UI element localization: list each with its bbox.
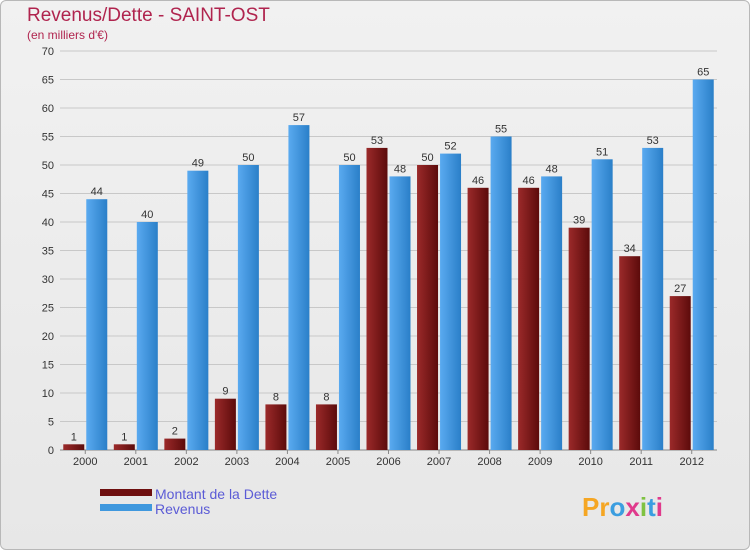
y-tick-label: 30 xyxy=(42,274,54,286)
y-tick-label: 25 xyxy=(42,303,54,315)
value-label-dette: 9 xyxy=(222,386,228,398)
x-tick-label: 2010 xyxy=(578,456,602,468)
chart-title: Revenus/Dette - SAINT-OST xyxy=(27,5,270,26)
y-tick-label: 0 xyxy=(48,445,54,457)
bar-dette xyxy=(113,444,135,450)
x-tick-label: 2012 xyxy=(679,456,703,468)
value-label-revenus: 48 xyxy=(394,163,406,175)
bar-revenus xyxy=(541,176,563,450)
x-axis-ticks: 2000 2001 2002 2003 2004 2005 2006 2007 2008 2009… xyxy=(73,450,704,468)
bar-dette xyxy=(265,404,287,450)
x-tick-label: 2005 xyxy=(326,456,350,468)
y-tick-label: 20 xyxy=(42,331,54,343)
legend: Montant de la Dette Revenus xyxy=(100,486,277,517)
legend-swatch-dette xyxy=(100,489,152,496)
y-tick-label: 70 xyxy=(42,46,54,58)
value-label-revenus: 40 xyxy=(141,209,153,221)
value-label-dette: 39 xyxy=(573,215,585,227)
bar-revenus xyxy=(692,79,714,450)
bar-revenus xyxy=(237,165,259,450)
value-label-revenus: 55 xyxy=(495,124,507,136)
value-label-dette: 27 xyxy=(674,283,686,295)
value-label-dette: 46 xyxy=(522,175,534,187)
y-tick-label: 50 xyxy=(42,160,54,172)
y-tick-label: 5 xyxy=(48,417,54,429)
bar-revenus xyxy=(86,199,108,450)
y-tick-label: 65 xyxy=(42,75,54,87)
bar-dette xyxy=(619,256,641,450)
x-tick-label: 2000 xyxy=(73,456,97,468)
bar-revenus xyxy=(440,153,462,450)
proxiti-logo: Proxiti xyxy=(582,492,663,522)
bar-revenus xyxy=(288,125,310,450)
bar-revenus xyxy=(187,170,209,450)
x-tick-label: 2003 xyxy=(225,456,249,468)
y-tick-label: 10 xyxy=(42,388,54,400)
bar-revenus xyxy=(338,165,360,450)
bar-dette xyxy=(366,147,388,450)
value-label-revenus: 50 xyxy=(343,152,355,164)
bar-dette xyxy=(568,227,590,450)
value-label-dette: 2 xyxy=(172,426,178,438)
y-axis-ticks: 0 5 10 15 20 25 30 35 40 45 50 55 60 65 70 xyxy=(42,46,54,457)
value-label-dette: 8 xyxy=(323,391,329,403)
x-tick-label: 2007 xyxy=(427,456,451,468)
bar-dette xyxy=(669,296,691,450)
bar-dette xyxy=(164,438,186,450)
bar-revenus xyxy=(389,176,411,450)
x-tick-label: 2002 xyxy=(174,456,198,468)
value-label-revenus: 48 xyxy=(545,163,557,175)
proxiti-logo-text: Proxiti xyxy=(582,492,663,522)
value-label-revenus: 49 xyxy=(192,158,204,170)
bar-revenus xyxy=(490,136,512,450)
x-tick-label: 2008 xyxy=(477,456,501,468)
y-tick-label: 45 xyxy=(42,189,54,201)
y-tick-label: 60 xyxy=(42,103,54,115)
legend-swatch-revenus xyxy=(100,504,152,511)
value-label-revenus: 51 xyxy=(596,146,608,158)
bar-revenus xyxy=(591,159,613,451)
chart-subtitle: (en milliers d'€) xyxy=(27,28,108,42)
bar-dette xyxy=(315,404,337,450)
bar-dette xyxy=(214,398,236,450)
value-label-revenus: 53 xyxy=(647,135,659,147)
value-label-revenus: 52 xyxy=(444,141,456,153)
bar-revenus xyxy=(136,222,158,450)
legend-label-revenus: Revenus xyxy=(155,501,210,517)
x-tick-label: 2001 xyxy=(124,456,148,468)
value-label-revenus: 50 xyxy=(242,152,254,164)
value-label-revenus: 44 xyxy=(91,186,103,198)
y-tick-label: 55 xyxy=(42,132,54,144)
value-label-dette: 8 xyxy=(273,391,279,403)
value-label-dette: 34 xyxy=(624,243,636,255)
bar-dette xyxy=(63,444,85,450)
value-label-dette: 46 xyxy=(472,175,484,187)
value-labels: 1 44 1 40 2 49 9 50 8 57 8 50 53 48 50 52 46 55 46 48 39 51 34… xyxy=(71,67,710,444)
value-label-dette: 50 xyxy=(421,152,433,164)
grid-lines xyxy=(60,50,717,451)
value-label-revenus: 65 xyxy=(697,67,709,79)
x-tick-label: 2004 xyxy=(275,456,299,468)
bar-dette xyxy=(467,187,489,451)
bars xyxy=(63,79,714,451)
y-tick-label: 35 xyxy=(42,246,54,258)
value-label-dette: 53 xyxy=(371,135,383,147)
bar-dette xyxy=(417,165,439,450)
y-tick-label: 15 xyxy=(42,360,54,372)
legend-label-dette: Montant de la Dette xyxy=(155,486,277,502)
bar-revenus xyxy=(642,147,664,450)
value-label-dette: 1 xyxy=(71,431,77,443)
x-tick-label: 2011 xyxy=(629,456,653,468)
x-tick-label: 2006 xyxy=(376,456,400,468)
x-tick-label: 2009 xyxy=(528,456,552,468)
value-label-revenus: 57 xyxy=(293,112,305,124)
y-tick-label: 40 xyxy=(42,217,54,229)
value-label-dette: 1 xyxy=(121,431,127,443)
bar-dette xyxy=(518,187,540,451)
